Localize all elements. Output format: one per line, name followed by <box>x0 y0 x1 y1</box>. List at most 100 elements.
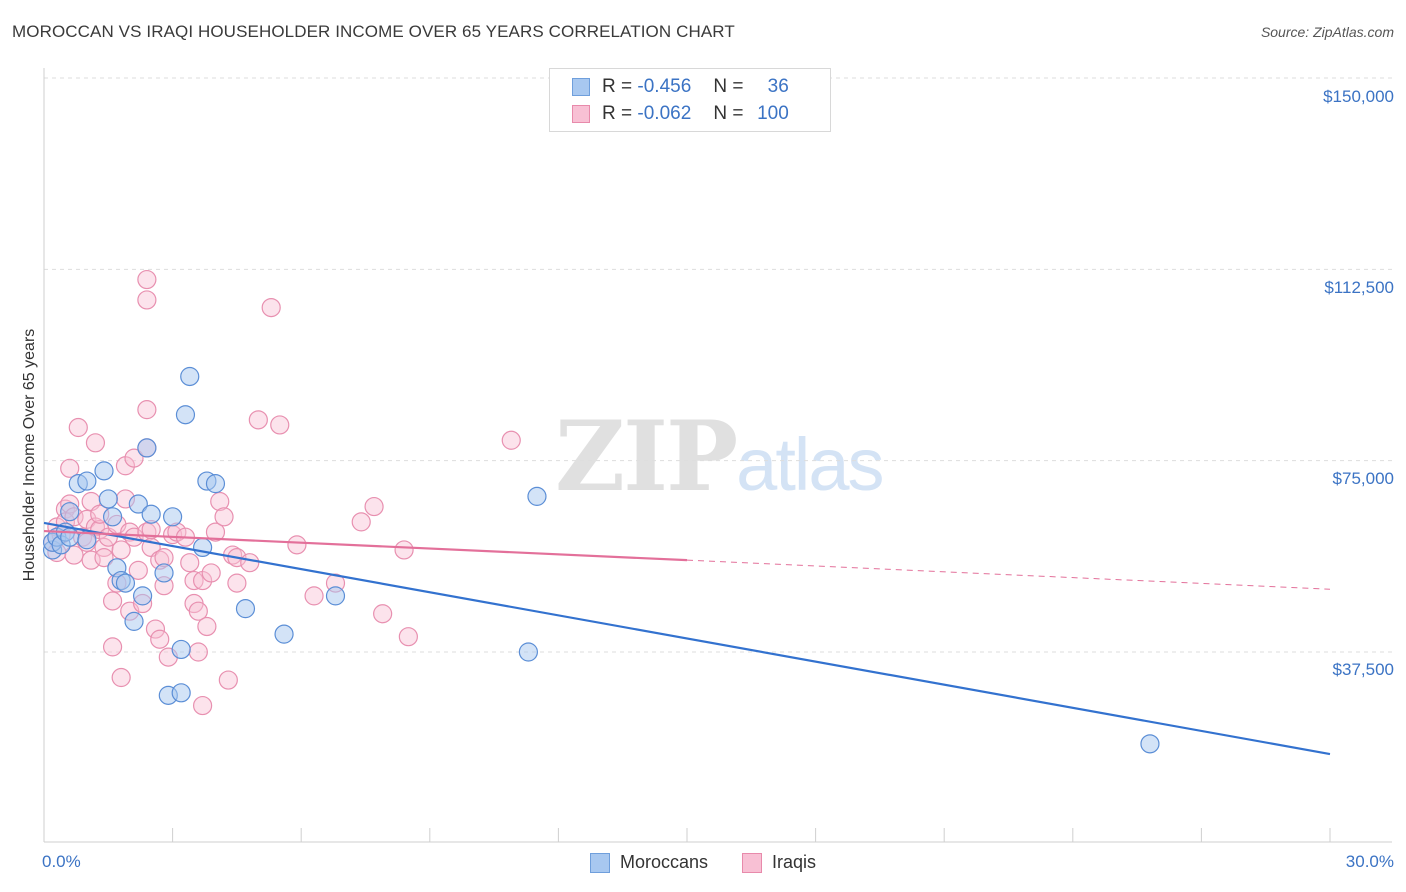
legend-n-label: N = <box>713 76 744 97</box>
point-iraqis <box>150 629 170 649</box>
y-tick-label-150000: $150,000 <box>1323 87 1394 106</box>
source-label: Source: ZipAtlas.com <box>1260 24 1394 40</box>
point-iraqis <box>111 667 131 688</box>
series-legend: Moroccans Iraqis <box>0 852 1406 873</box>
point-iraqis <box>180 553 200 573</box>
point-iraqis <box>102 637 123 657</box>
point-moroccans <box>98 489 118 509</box>
point-iraqis <box>218 670 238 690</box>
legend-r-value: -0.456 <box>637 76 692 97</box>
point-moroccans <box>205 474 226 494</box>
point-iraqis <box>145 619 166 639</box>
legend-row-iraqis: R = -0.062 N = 100 <box>572 102 789 126</box>
point-iraqis <box>364 496 384 517</box>
point-moroccans <box>325 586 346 606</box>
legend-r-value: -0.062 <box>637 103 692 124</box>
point-iraqis <box>68 417 88 438</box>
correlation-legend: R = -0.456 N = 36 R = -0.062 N = 100 <box>549 68 831 132</box>
point-iraqis <box>304 586 324 606</box>
legend-swatch-iraqis <box>572 105 590 123</box>
y-tick-label-75000: $75,000 <box>1332 469 1394 488</box>
point-iraqis <box>261 298 281 318</box>
point-iraqis <box>205 522 226 542</box>
point-moroccans <box>1140 734 1160 754</box>
point-moroccans <box>102 507 123 527</box>
legend-item-iraqis[interactable]: Iraqis <box>742 852 816 873</box>
legend-item-moroccans[interactable]: Moroccans <box>589 852 708 873</box>
y-tick-label-37500: $37,500 <box>1332 660 1394 679</box>
point-moroccans <box>163 507 183 527</box>
point-moroccans <box>137 438 157 458</box>
point-iraqis <box>188 601 208 621</box>
point-iraqis <box>373 604 393 624</box>
point-moroccans <box>128 494 148 514</box>
point-iraqis <box>197 616 217 637</box>
y-tick-label-112500: $112,500 <box>1324 278 1394 297</box>
point-iraqis <box>102 591 123 611</box>
point-iraqis <box>351 512 371 532</box>
point-iraqis <box>94 548 114 568</box>
legend-row-moroccans: R = -0.456 N = 36 <box>572 75 789 99</box>
trend-line-iraqis <box>43 529 688 562</box>
point-iraqis <box>394 540 414 560</box>
legend-swatch-moroccans <box>572 78 590 96</box>
legend-swatch-moroccans <box>589 852 610 873</box>
point-iraqis <box>214 507 234 527</box>
legend-n-label: N = <box>713 103 744 124</box>
y-axis-label: Householder Income Over 65 years <box>21 328 38 582</box>
chart-title: MOROCCAN VS IRAQI HOUSEHOLDER INCOME OVE… <box>12 22 735 41</box>
point-iraqis <box>137 290 157 310</box>
point-iraqis <box>201 563 221 583</box>
legend-label-iraqis: Iraqis <box>772 852 817 872</box>
point-moroccans <box>235 599 256 619</box>
legend-n-value: 36 <box>767 76 789 97</box>
point-iraqis <box>501 430 521 450</box>
point-moroccans <box>77 471 97 491</box>
point-moroccans <box>124 611 144 631</box>
legend-label-moroccans: Moroccans <box>619 852 708 872</box>
point-iraqis <box>240 553 260 573</box>
point-iraqis <box>137 269 157 290</box>
point-moroccans <box>141 504 161 524</box>
point-iraqis <box>128 560 148 580</box>
point-iraqis <box>60 458 80 478</box>
x-tick-label-max: 30.0% <box>1345 852 1394 871</box>
x-tick-label-min: 0.0% <box>42 852 81 871</box>
watermark-zip: ZIP <box>555 400 738 513</box>
watermark: ZIPatlas <box>555 400 884 513</box>
point-moroccans <box>94 461 114 481</box>
point-moroccans <box>60 502 80 522</box>
legend-n-value: 100 <box>757 103 789 124</box>
point-moroccans <box>193 537 213 558</box>
point-moroccans <box>527 486 547 506</box>
point-iraqis <box>210 491 230 512</box>
legend-r-label: R = <box>602 103 633 124</box>
point-moroccans <box>274 624 294 644</box>
point-moroccans <box>518 642 538 662</box>
point-iraqis <box>287 535 307 555</box>
trend-line-moroccans <box>43 521 1331 756</box>
point-iraqis <box>188 642 208 662</box>
point-moroccans <box>175 405 196 425</box>
point-iraqis <box>111 540 131 560</box>
point-moroccans <box>154 563 174 583</box>
point-iraqis <box>227 573 247 593</box>
legend-r-label: R = <box>602 76 633 97</box>
trend-line-iraqis-extrapolated <box>686 559 1331 590</box>
point-moroccans <box>115 573 136 593</box>
point-iraqis <box>137 400 157 420</box>
point-iraqis <box>193 695 213 716</box>
point-iraqis <box>64 545 84 565</box>
point-iraqis <box>248 410 268 430</box>
point-moroccans <box>171 683 191 703</box>
point-moroccans <box>180 366 200 387</box>
point-iraqis <box>85 433 106 453</box>
point-moroccans <box>132 586 153 606</box>
point-iraqis <box>124 448 144 468</box>
point-iraqis <box>398 627 418 647</box>
legend-swatch-iraqis <box>742 852 762 873</box>
point-moroccans <box>171 639 191 660</box>
watermark-atlas: atlas <box>736 423 884 506</box>
point-iraqis <box>270 415 290 435</box>
